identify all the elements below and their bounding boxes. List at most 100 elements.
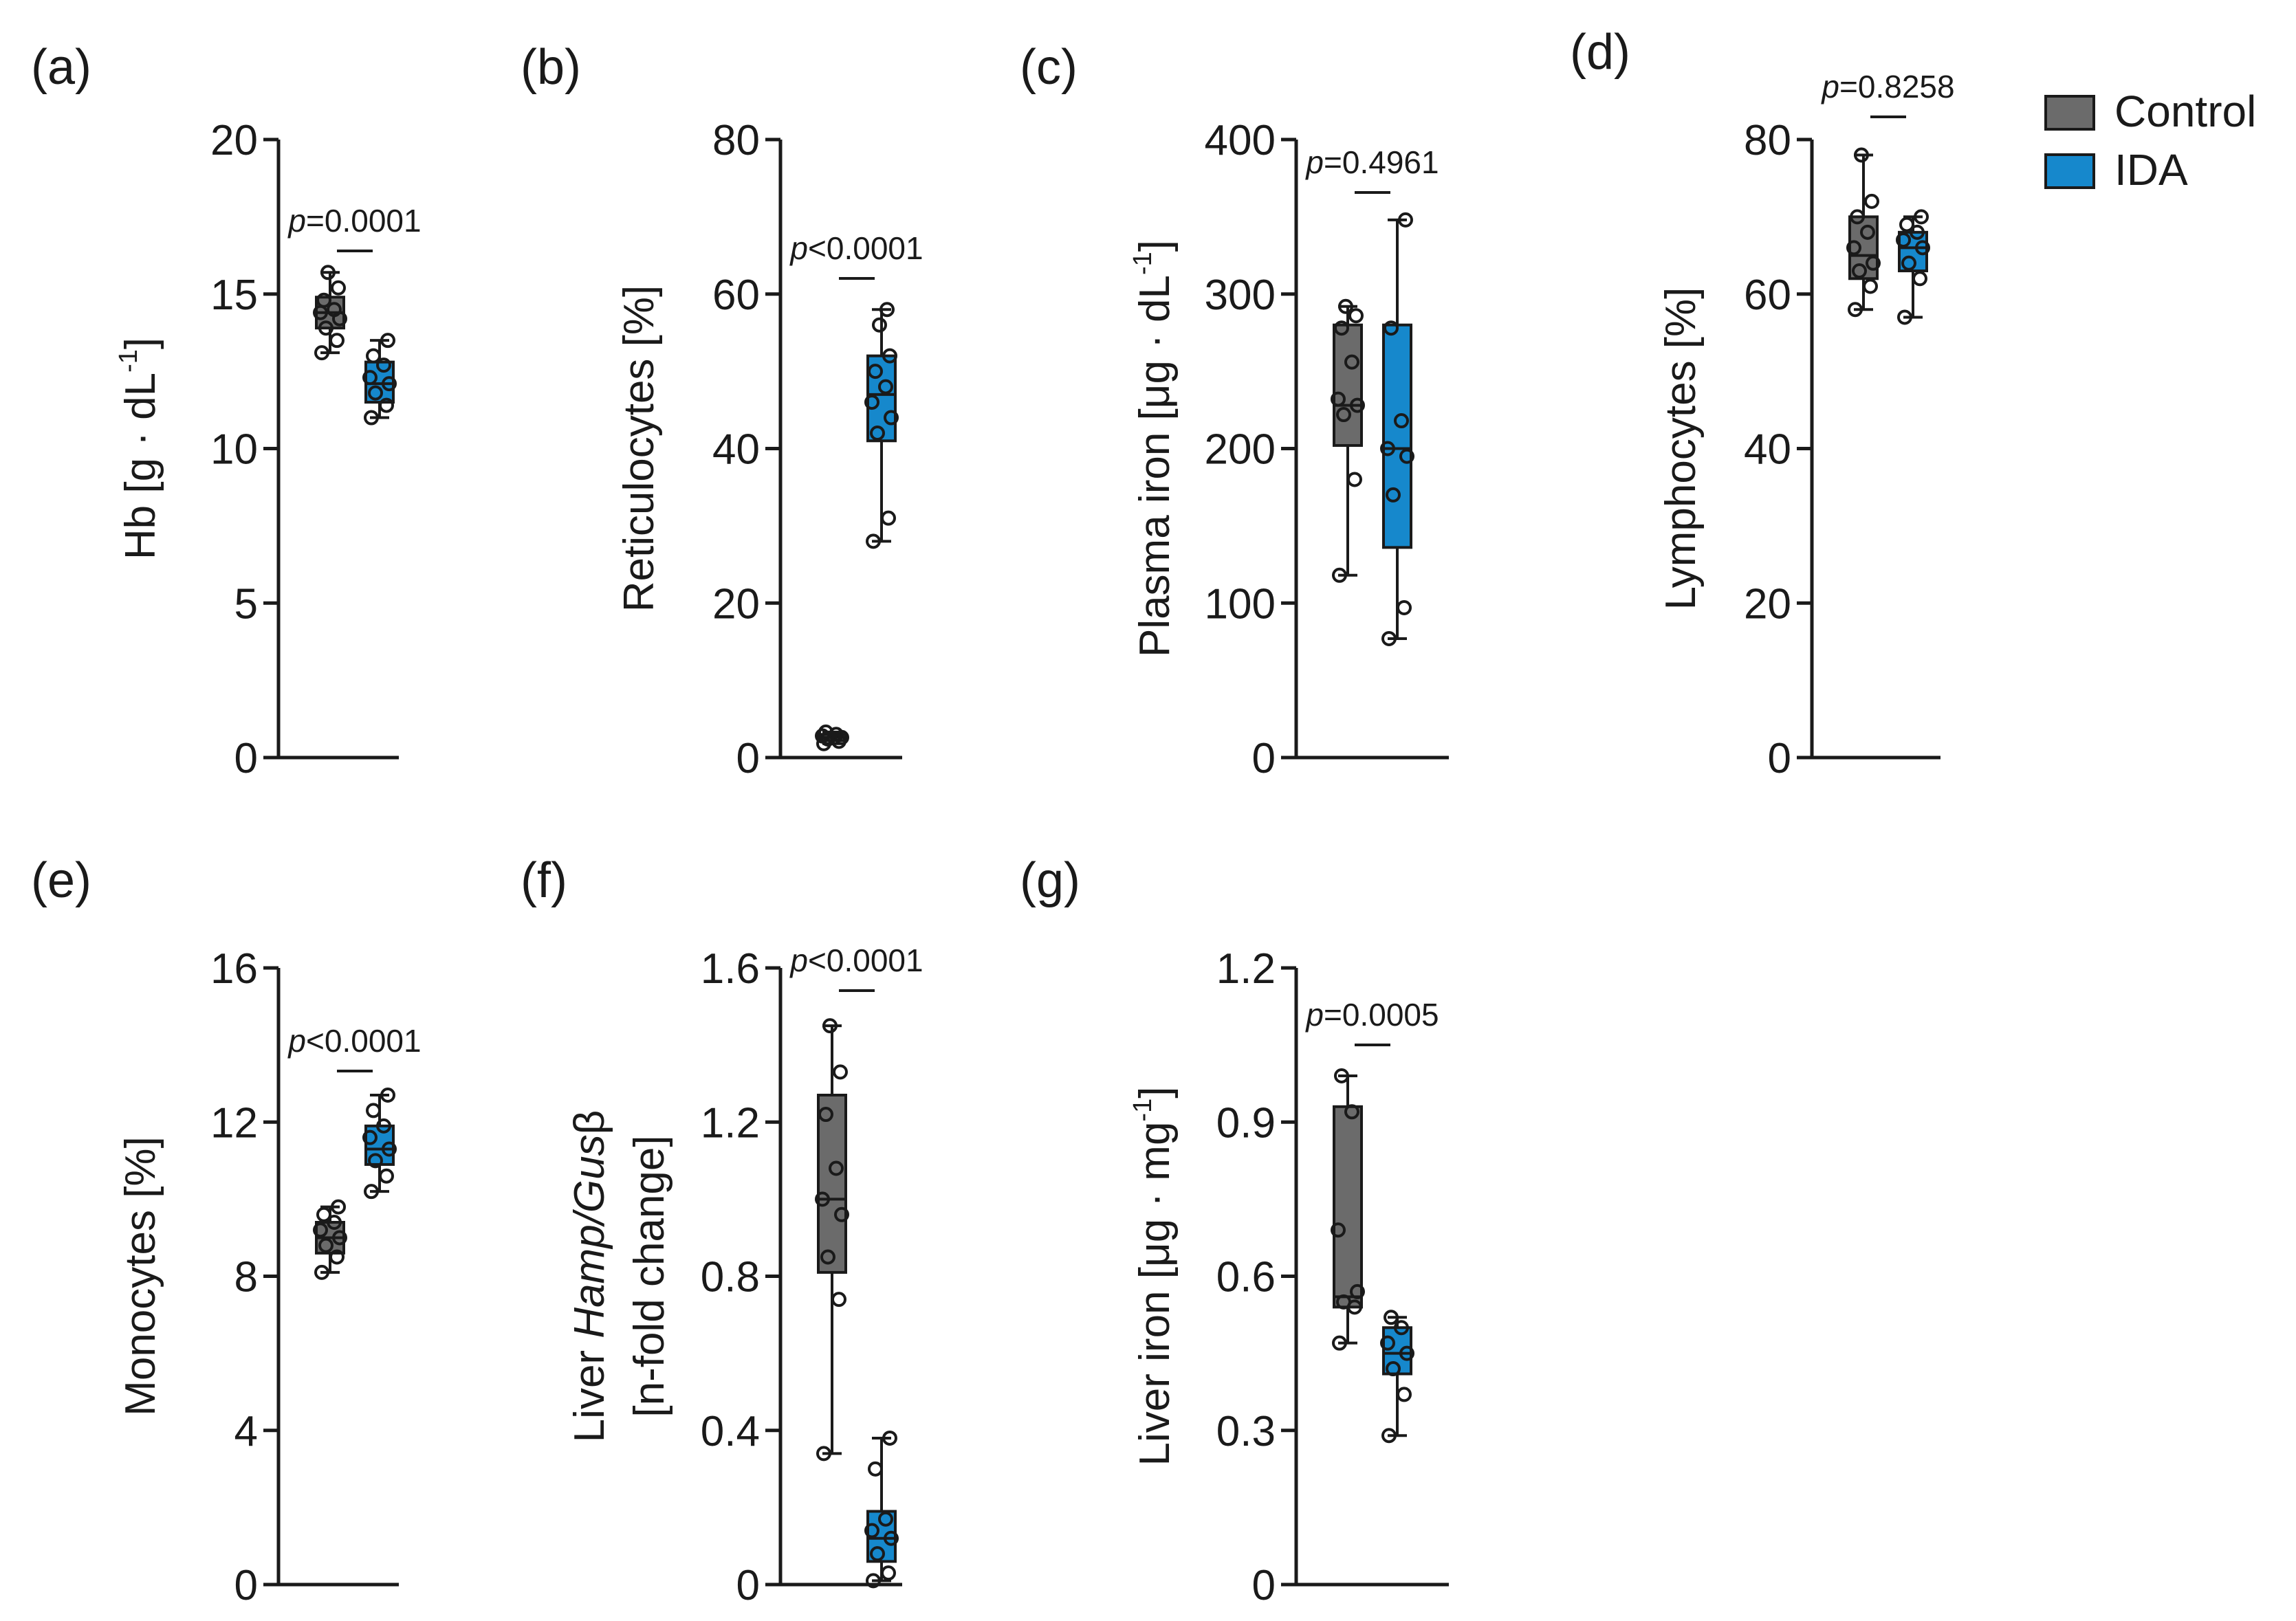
p-value-text: <0.0001 bbox=[808, 230, 923, 266]
data-point bbox=[1860, 224, 1875, 240]
p-value-prefix: p bbox=[789, 942, 808, 978]
data-point bbox=[362, 370, 378, 386]
data-point bbox=[1336, 407, 1351, 423]
y-axis-label: Plasma iron [μg · dL-1] bbox=[1128, 240, 1179, 657]
y-tick-label: 300 bbox=[1205, 272, 1276, 319]
box-group-control bbox=[1846, 147, 1881, 318]
y-tick-label: 0.3 bbox=[1216, 1408, 1276, 1455]
y-axis-label-text: Lymphocytes [%] bbox=[1657, 287, 1705, 610]
data-point bbox=[1380, 1335, 1395, 1351]
data-point bbox=[884, 1530, 899, 1546]
box-group-ida bbox=[362, 333, 397, 426]
data-point bbox=[376, 1118, 391, 1134]
y-axis-label-text: Plasma iron [μg · dL bbox=[1131, 275, 1179, 657]
data-point bbox=[314, 1264, 329, 1280]
data-point bbox=[1338, 298, 1353, 314]
box-group-control bbox=[815, 724, 849, 751]
data-point bbox=[366, 1103, 381, 1118]
y-tick-label: 8 bbox=[234, 1254, 258, 1301]
y-tick-label: 40 bbox=[1744, 426, 1791, 474]
p-value-text: =0.8258 bbox=[1839, 69, 1955, 104]
data-point bbox=[815, 728, 830, 744]
data-point bbox=[368, 385, 383, 401]
p-value-text: <0.0001 bbox=[306, 1023, 422, 1059]
data-point bbox=[1846, 240, 1861, 256]
data-point bbox=[878, 1511, 893, 1527]
panel-label: (b) bbox=[521, 40, 581, 95]
y-tick-label: 20 bbox=[712, 580, 760, 628]
data-point bbox=[834, 1206, 849, 1222]
data-point bbox=[864, 1523, 879, 1539]
legend-label: IDA bbox=[2114, 145, 2188, 195]
data-point bbox=[1348, 308, 1364, 324]
data-point bbox=[366, 348, 381, 364]
data-point bbox=[382, 1141, 397, 1157]
data-point bbox=[1866, 255, 1881, 271]
box-group-ida bbox=[1896, 209, 1930, 325]
y-tick-label: 0 bbox=[736, 735, 760, 782]
data-point bbox=[1399, 448, 1414, 464]
panel-label: (e) bbox=[31, 853, 91, 908]
data-point bbox=[318, 1237, 334, 1253]
box-group-control bbox=[1331, 1068, 1365, 1351]
p-value-prefix: p bbox=[1304, 997, 1324, 1033]
y-tick-label: 16 bbox=[210, 945, 258, 993]
data-point bbox=[882, 1430, 897, 1446]
legend-swatch bbox=[2044, 153, 2095, 189]
p-value-label: p<0.0001 bbox=[287, 1023, 421, 1059]
data-point bbox=[380, 1088, 395, 1103]
data-point bbox=[1912, 271, 1927, 287]
box-group-ida bbox=[1380, 212, 1414, 646]
y-axis-label-italic: Hamp/Gus bbox=[566, 1134, 613, 1338]
data-point bbox=[314, 345, 329, 361]
y-axis-label: Reticulocytes [%] bbox=[615, 285, 663, 613]
p-value-text: =0.0001 bbox=[306, 203, 422, 239]
box-group-control bbox=[815, 1018, 849, 1462]
data-point bbox=[1381, 1428, 1397, 1444]
y-axis-label-superscript: -1 bbox=[1128, 252, 1157, 275]
p-value-text: =0.0005 bbox=[1324, 997, 1439, 1033]
data-point bbox=[833, 1064, 848, 1080]
y-tick-label: 0 bbox=[234, 1562, 258, 1609]
p-value-label: p=0.4961 bbox=[1304, 144, 1439, 180]
data-point bbox=[829, 1160, 844, 1176]
p-value-label: p=0.0001 bbox=[287, 203, 421, 239]
data-point bbox=[1397, 1387, 1412, 1402]
y-axis-label-close: ] bbox=[1131, 1087, 1179, 1099]
y-axis-label-text: Monocytes [%] bbox=[117, 1136, 164, 1416]
data-point bbox=[870, 1546, 885, 1562]
y-tick-label: 0 bbox=[1252, 1562, 1276, 1609]
data-point bbox=[368, 1153, 383, 1169]
legend-item-ida: IDA bbox=[2044, 145, 2188, 195]
p-value-prefix: p bbox=[1820, 69, 1839, 104]
data-point bbox=[868, 364, 883, 379]
data-point bbox=[820, 1249, 835, 1265]
data-point bbox=[1914, 209, 1929, 225]
data-point bbox=[1394, 413, 1409, 429]
data-point bbox=[1350, 1283, 1365, 1299]
y-tick-label: 400 bbox=[1205, 117, 1276, 164]
data-point bbox=[379, 1168, 394, 1184]
data-point bbox=[1386, 487, 1401, 503]
y-tick-label: 40 bbox=[712, 426, 760, 474]
data-point bbox=[1331, 391, 1346, 407]
panel-e: (e) 0 4 8 12 16 Monocytes [%] p<0.0001 bbox=[31, 853, 422, 1609]
p-value-text: <0.0001 bbox=[808, 942, 923, 978]
data-point bbox=[1394, 1320, 1409, 1336]
box-group-control bbox=[313, 1199, 347, 1280]
data-point bbox=[818, 1107, 833, 1123]
data-point bbox=[1398, 212, 1413, 228]
data-point bbox=[879, 302, 895, 318]
y-tick-label: 0.8 bbox=[701, 1254, 760, 1301]
p-value-label: p=0.0005 bbox=[1304, 997, 1439, 1033]
data-point bbox=[829, 727, 844, 742]
legend: Control IDA bbox=[2044, 87, 2256, 195]
data-point bbox=[1350, 397, 1365, 413]
y-axis-label-line2: [n-fold change] bbox=[626, 1135, 673, 1417]
data-point bbox=[1334, 1068, 1349, 1083]
data-point bbox=[864, 395, 879, 410]
data-point bbox=[1380, 441, 1395, 456]
y-tick-label: 0.9 bbox=[1216, 1099, 1276, 1147]
